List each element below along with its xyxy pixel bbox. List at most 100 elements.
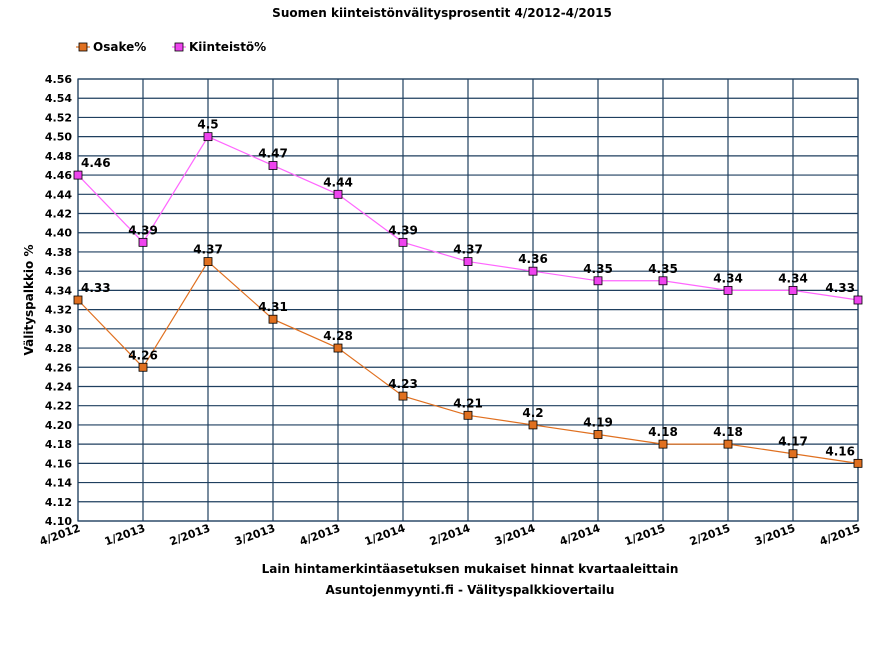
data-point	[333, 343, 343, 353]
legend-marker	[78, 42, 88, 52]
data-label: 4.35	[583, 262, 613, 276]
data-label: 4.36	[518, 252, 548, 266]
data-point	[853, 458, 863, 468]
legend: Osake% Kiinteistö%	[76, 40, 266, 54]
series-1: 4.46 4.39 4.5 4.47 4.44 4.39 4.37 4.36 4.35 4.35 4…	[73, 118, 863, 305]
data-point	[138, 362, 148, 372]
data-point	[528, 266, 538, 276]
data-point	[723, 285, 733, 295]
x-tick-label: 1/2013	[103, 522, 147, 549]
data-point	[723, 439, 733, 449]
y-tick-label: 4.34	[45, 284, 72, 297]
data-label: 4.19	[583, 416, 613, 430]
y-tick-label: 4.48	[45, 150, 72, 163]
data-label: 4.47	[258, 146, 288, 160]
y-tick-label: 4.14	[45, 477, 72, 490]
grid	[77, 78, 859, 522]
x-tick-label: 4/2014	[558, 521, 603, 548]
y-tick-label: 4.26	[45, 361, 72, 374]
y-tick-label: 4.32	[45, 304, 72, 317]
y-tick-label: 4.52	[45, 111, 72, 124]
data-point	[463, 257, 473, 266]
data-label: 4.34	[713, 271, 743, 285]
y-tick-label: 4.30	[45, 323, 72, 336]
y-tick-label: 4.18	[45, 438, 72, 451]
legend-label: Osake%	[93, 40, 146, 54]
data-point	[788, 449, 798, 459]
x-tick-label: 2/2014	[428, 521, 473, 548]
data-label: 4.44	[323, 175, 353, 189]
x-axis-label: Lain hintamerkintäasetuksen mukaiset hin…	[262, 562, 679, 576]
data-label: 4.39	[388, 223, 418, 237]
chart-source: Asuntojenmyynti.fi - Välityspalkkioverta…	[326, 583, 615, 597]
y-tick-label: 4.22	[45, 400, 72, 413]
data-label: 4.33	[825, 281, 855, 295]
data-point	[203, 132, 213, 142]
data-label: 4.18	[648, 425, 678, 439]
data-label: 4.34	[778, 271, 808, 285]
x-tick-label: 3/2013	[233, 522, 277, 549]
data-point	[463, 410, 473, 420]
data-point	[333, 189, 343, 199]
data-point	[138, 237, 148, 247]
data-label: 4.37	[193, 243, 223, 257]
data-point	[593, 276, 603, 286]
data-point	[398, 237, 408, 247]
y-tick-label: 4.38	[45, 246, 72, 259]
data-point	[658, 439, 668, 449]
x-tick-label: 1/2015	[623, 522, 667, 549]
data-point	[73, 170, 83, 180]
y-tick-label: 4.10	[45, 515, 72, 528]
y-axis-label: Välityspalkkio %	[22, 245, 36, 356]
x-tick-label: 4/2013	[298, 522, 342, 549]
data-point	[593, 430, 603, 439]
data-label: 4.23	[388, 377, 418, 391]
y-tick-label: 4.54	[45, 92, 72, 105]
data-label: 4.28	[323, 329, 353, 343]
data-label: 4.46	[81, 156, 111, 170]
data-label: 4.33	[81, 281, 111, 295]
series-group: 4.33 4.26 4.37 4.31 4.28 4.23 4.21 4.2 4.19 4.18 4…	[73, 118, 863, 468]
x-tick-label: 2/2013	[168, 522, 212, 549]
y-tick-label: 4.20	[45, 419, 72, 432]
data-label: 4.17	[778, 435, 808, 449]
x-tick-label: 3/2015	[753, 522, 797, 549]
x-tick-label: 3/2014	[493, 521, 538, 548]
data-point	[268, 161, 278, 170]
legend-label: Kiinteistö%	[189, 40, 266, 54]
data-point	[853, 295, 863, 305]
data-point	[788, 285, 798, 295]
data-point	[203, 257, 213, 266]
x-axis-ticks: 4/2012 1/2013 2/2013 3/2013 4/2013 1/2014 2/20…	[38, 521, 862, 548]
y-tick-label: 4.16	[45, 457, 72, 470]
data-label: 4.37	[453, 243, 483, 257]
data-label: 4.21	[453, 396, 483, 410]
data-label: 4.26	[128, 348, 158, 362]
data-point	[658, 276, 668, 286]
data-point	[398, 391, 408, 401]
y-tick-label: 4.40	[45, 227, 72, 240]
legend-marker	[174, 42, 184, 52]
y-tick-label: 4.12	[45, 496, 72, 509]
data-point	[528, 420, 538, 430]
data-point	[73, 295, 83, 305]
series-0: 4.33 4.26 4.37 4.31 4.28 4.23 4.21 4.2 4.19 4.18 4…	[73, 243, 863, 468]
y-tick-label: 4.46	[45, 169, 72, 182]
chart-title: Suomen kiinteistönvälitysprosentit 4/201…	[272, 6, 612, 20]
y-tick-label: 4.56	[45, 73, 72, 86]
data-label: 4.35	[648, 262, 678, 276]
data-label: 4.5	[197, 118, 218, 132]
data-point	[268, 314, 278, 324]
data-label: 4.18	[713, 425, 743, 439]
y-tick-label: 4.42	[45, 208, 72, 221]
data-label: 4.39	[128, 223, 158, 237]
y-tick-label: 4.50	[45, 131, 72, 144]
y-tick-label: 4.24	[45, 380, 72, 393]
data-label: 4.2	[522, 406, 543, 420]
data-label: 4.16	[825, 444, 855, 458]
y-tick-label: 4.28	[45, 342, 72, 355]
y-tick-label: 4.44	[45, 188, 72, 201]
x-tick-label: 1/2014	[363, 521, 408, 548]
x-tick-label: 4/2015	[818, 522, 862, 549]
